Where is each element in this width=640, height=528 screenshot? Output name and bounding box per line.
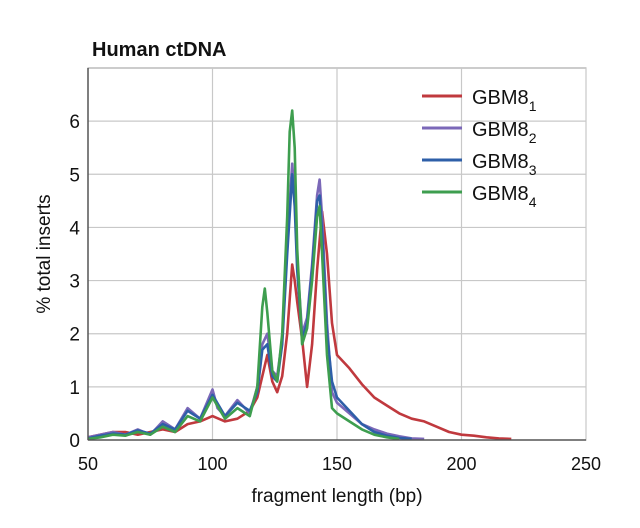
legend-name: GBM8	[472, 183, 529, 205]
legend-name: GBM8	[472, 87, 529, 109]
series-line-4	[87, 109, 400, 441]
legend-label-1: GBM81	[472, 87, 537, 114]
x-tick-label: 100	[197, 454, 227, 474]
y-tick-label: 6	[69, 112, 80, 133]
y-tick-label: 2	[69, 325, 80, 346]
legend-name: GBM8	[472, 119, 529, 141]
legend-subscript: 3	[529, 162, 537, 178]
x-tick-label: 200	[446, 454, 476, 474]
x-tick-labels: 50 100 150 200 250	[78, 454, 601, 474]
legend-label-3: GBM83	[472, 151, 537, 178]
legend-name: GBM8	[472, 151, 529, 173]
y-tick-labels: 0 1 2 3 4 5 6	[69, 112, 80, 452]
grid-lines	[88, 68, 587, 440]
y-axis-label: % total inserts	[34, 194, 55, 313]
legend-subscript: 2	[529, 130, 537, 146]
y-tick-label: 5	[69, 165, 80, 186]
x-axis-label: fragment length (bp)	[251, 486, 422, 507]
legend-subscript: 1	[529, 98, 537, 114]
x-tick-label: 150	[322, 454, 352, 474]
chart-title: Human ctDNA	[92, 39, 226, 61]
y-tick-label: 4	[69, 218, 80, 239]
legend-subscript: 4	[529, 194, 537, 210]
x-tick-label: 50	[78, 454, 98, 474]
series-line-1	[87, 210, 512, 441]
legend-label-2: GBM82	[472, 119, 537, 146]
series-lines	[87, 109, 512, 441]
y-tick-label: 3	[69, 272, 80, 293]
legend-label-4: GBM84	[472, 183, 537, 210]
x-tick-label: 250	[571, 454, 601, 474]
y-tick-label: 1	[69, 378, 80, 399]
y-tick-label: 0	[69, 431, 80, 452]
